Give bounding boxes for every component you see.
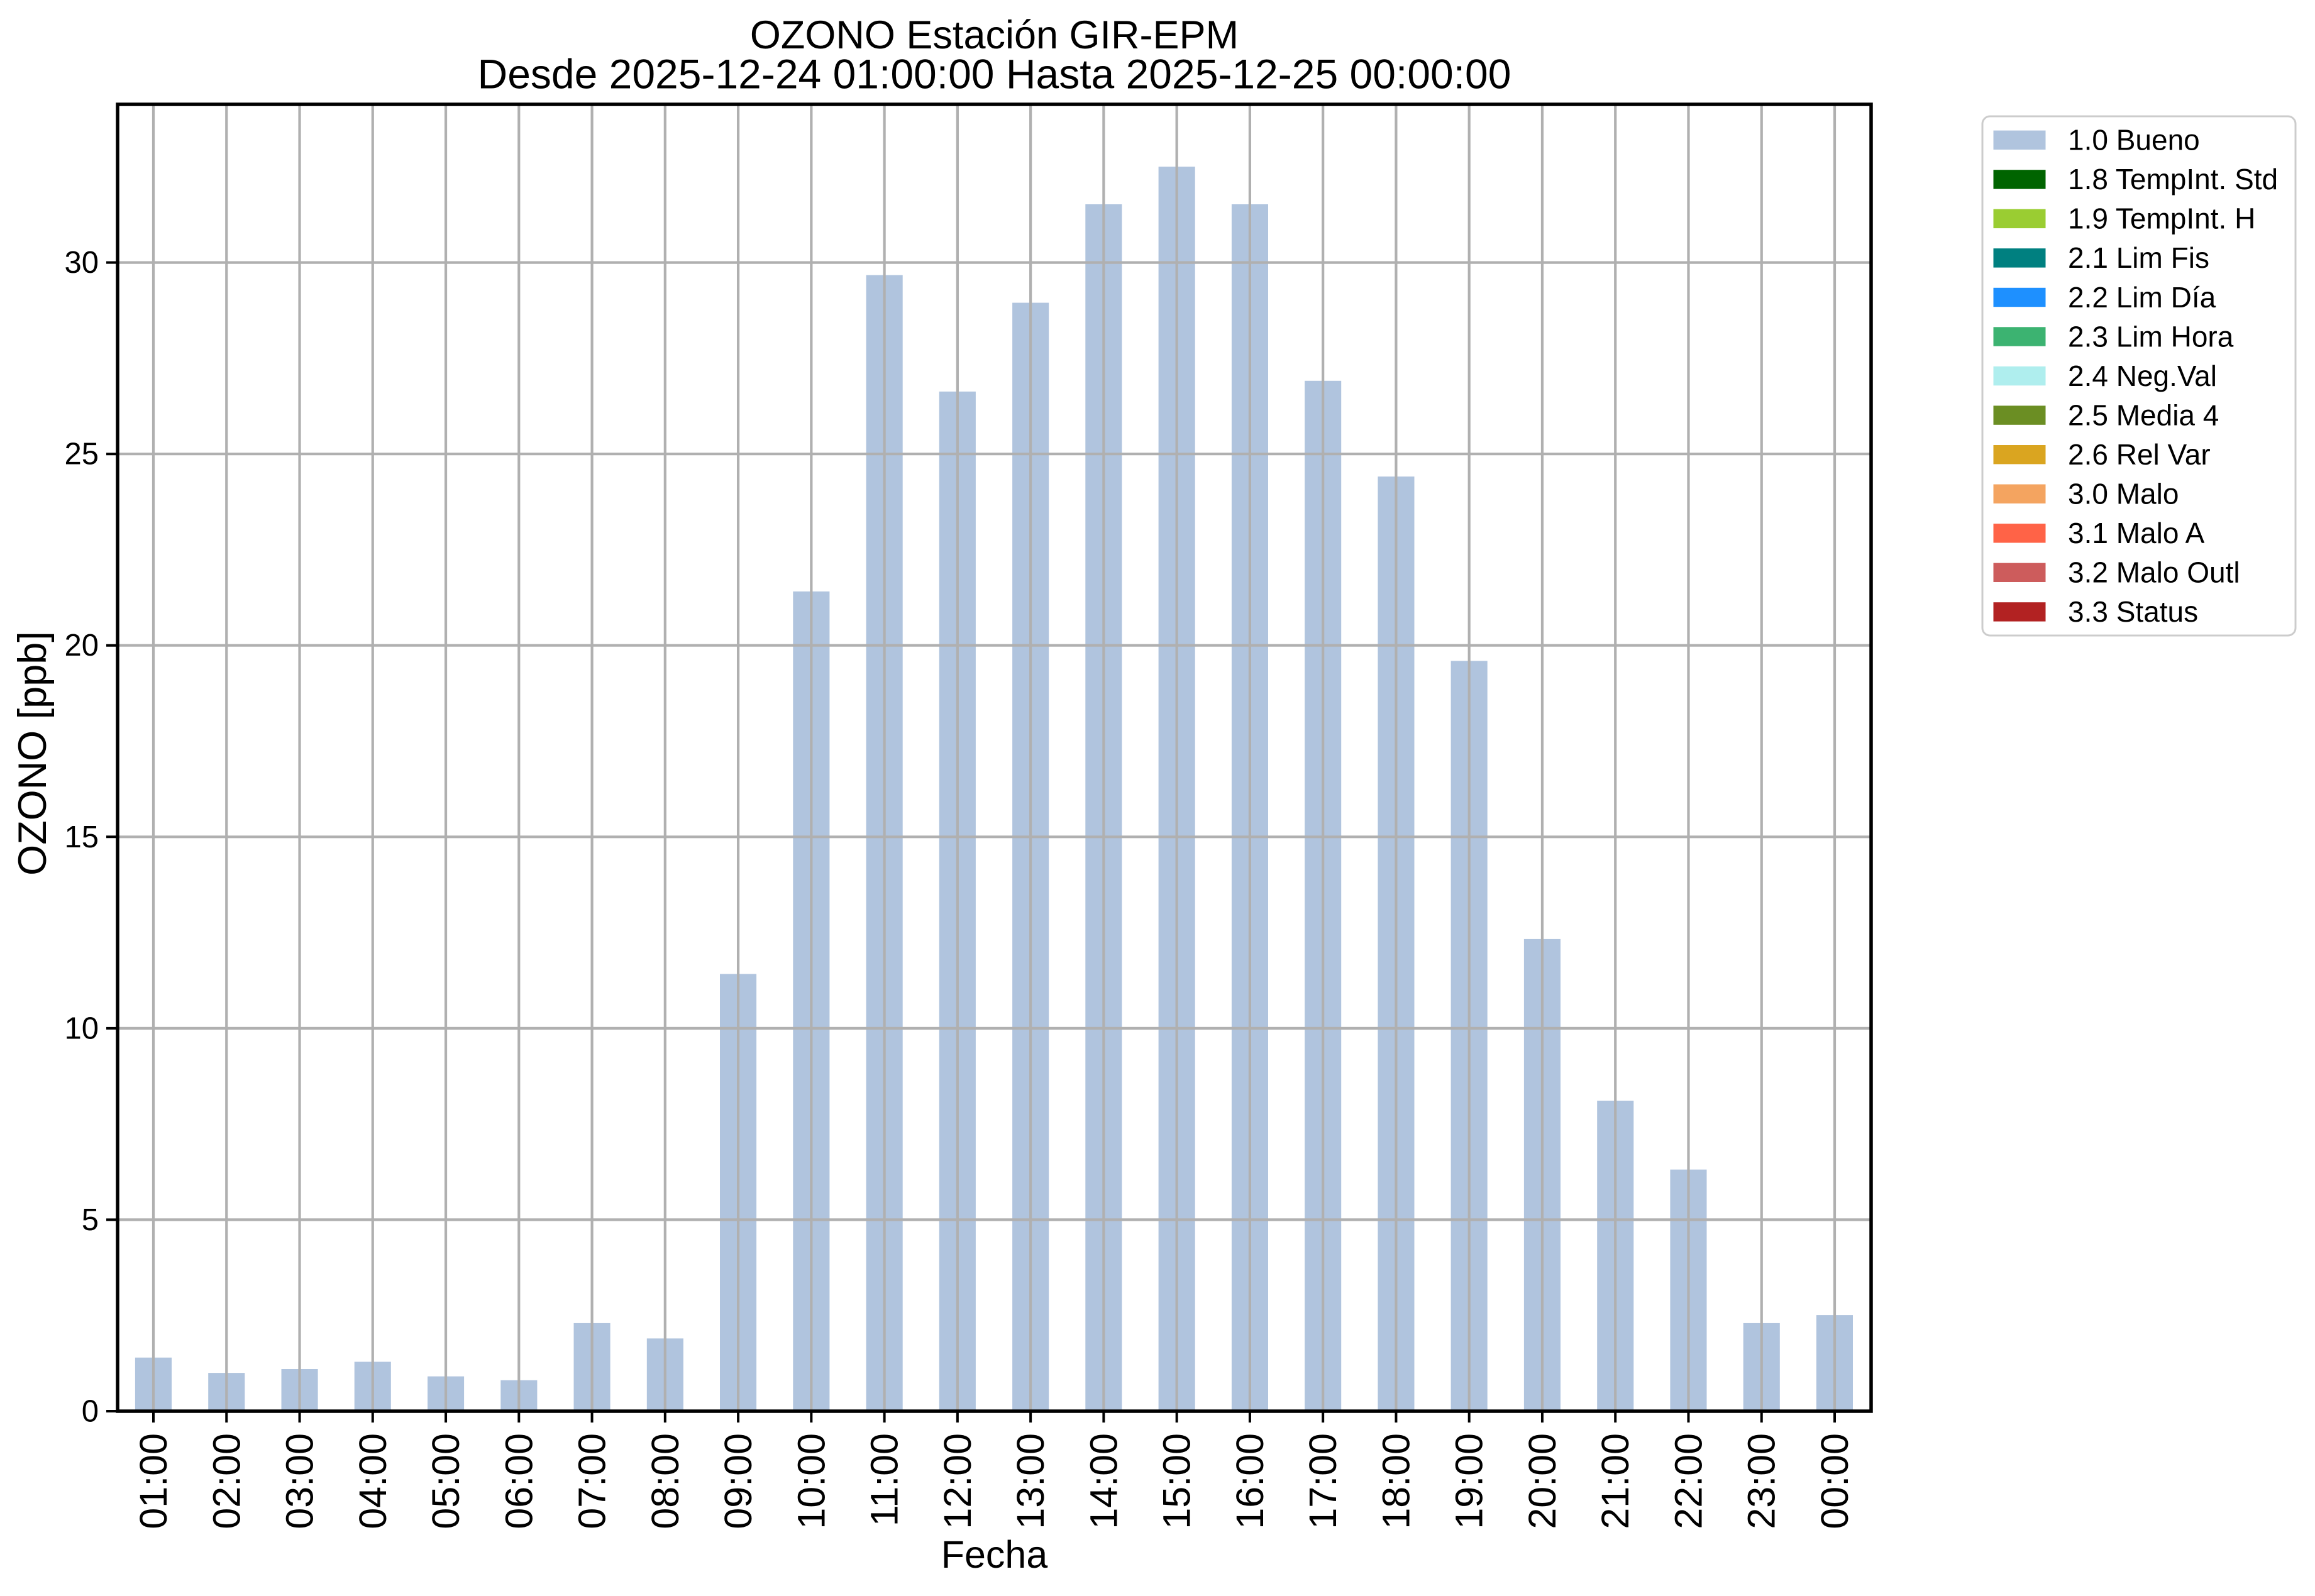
- svg-text:13:00: 13:00: [1009, 1433, 1052, 1529]
- svg-text:2.2 Lim Día: 2.2 Lim Día: [2068, 281, 2216, 314]
- svg-text:3.1 Malo A: 3.1 Malo A: [2068, 517, 2205, 549]
- svg-text:2.6 Rel Var: 2.6 Rel Var: [2068, 438, 2211, 471]
- svg-text:Desde 2025-12-24 01:00:00 Hast: Desde 2025-12-24 01:00:00 Hasta 2025-12-…: [478, 51, 1511, 97]
- svg-text:3.0 Malo: 3.0 Malo: [2068, 478, 2179, 510]
- svg-text:10: 10: [64, 1011, 99, 1045]
- svg-text:23:00: 23:00: [1740, 1433, 1783, 1529]
- svg-text:5: 5: [82, 1203, 99, 1237]
- svg-text:05:00: 05:00: [424, 1433, 467, 1529]
- svg-text:01:00: 01:00: [132, 1433, 175, 1529]
- svg-text:1.8 TempInt. Std: 1.8 TempInt. Std: [2068, 163, 2278, 195]
- svg-text:25: 25: [64, 438, 99, 471]
- svg-text:OZONO [ppb]: OZONO [ppb]: [11, 631, 55, 876]
- svg-text:30: 30: [64, 246, 99, 280]
- svg-text:15: 15: [64, 820, 99, 854]
- svg-text:14:00: 14:00: [1082, 1433, 1125, 1529]
- svg-text:22:00: 22:00: [1667, 1433, 1710, 1529]
- svg-text:20: 20: [64, 629, 99, 663]
- svg-text:1.9 TempInt. H: 1.9 TempInt. H: [2068, 202, 2255, 235]
- svg-text:3.3 Status: 3.3 Status: [2068, 595, 2198, 628]
- svg-text:17:00: 17:00: [1301, 1433, 1344, 1529]
- svg-text:20:00: 20:00: [1521, 1433, 1564, 1529]
- svg-text:12:00: 12:00: [936, 1433, 979, 1529]
- svg-text:00:00: 00:00: [1813, 1433, 1856, 1529]
- svg-text:06:00: 06:00: [497, 1433, 540, 1529]
- svg-text:03:00: 03:00: [279, 1433, 321, 1529]
- svg-text:OZONO Estación GIR-EPM: OZONO Estación GIR-EPM: [750, 13, 1239, 57]
- svg-text:21:00: 21:00: [1594, 1433, 1637, 1529]
- svg-text:15:00: 15:00: [1156, 1433, 1198, 1529]
- svg-text:Fecha: Fecha: [941, 1533, 1048, 1576]
- svg-text:10:00: 10:00: [790, 1433, 832, 1529]
- svg-text:09:00: 09:00: [717, 1433, 760, 1529]
- svg-text:1.0 Bueno: 1.0 Bueno: [2068, 124, 2200, 157]
- svg-text:11:00: 11:00: [863, 1433, 906, 1526]
- svg-text:2.3 Lim Hora: 2.3 Lim Hora: [2068, 320, 2234, 353]
- svg-text:04:00: 04:00: [351, 1433, 394, 1529]
- svg-text:16:00: 16:00: [1229, 1433, 1271, 1529]
- svg-text:02:00: 02:00: [205, 1433, 248, 1529]
- svg-text:0: 0: [82, 1395, 99, 1429]
- svg-text:2.5 Media 4: 2.5 Media 4: [2068, 399, 2219, 431]
- svg-text:2.1 Lim Fis: 2.1 Lim Fis: [2068, 241, 2209, 274]
- svg-text:3.2 Malo Outl: 3.2 Malo Outl: [2068, 556, 2240, 589]
- svg-text:08:00: 08:00: [644, 1433, 687, 1529]
- svg-text:19:00: 19:00: [1448, 1433, 1491, 1529]
- svg-text:07:00: 07:00: [571, 1433, 614, 1529]
- svg-text:2.4 Neg.Val: 2.4 Neg.Val: [2068, 360, 2217, 392]
- svg-text:18:00: 18:00: [1374, 1433, 1417, 1529]
